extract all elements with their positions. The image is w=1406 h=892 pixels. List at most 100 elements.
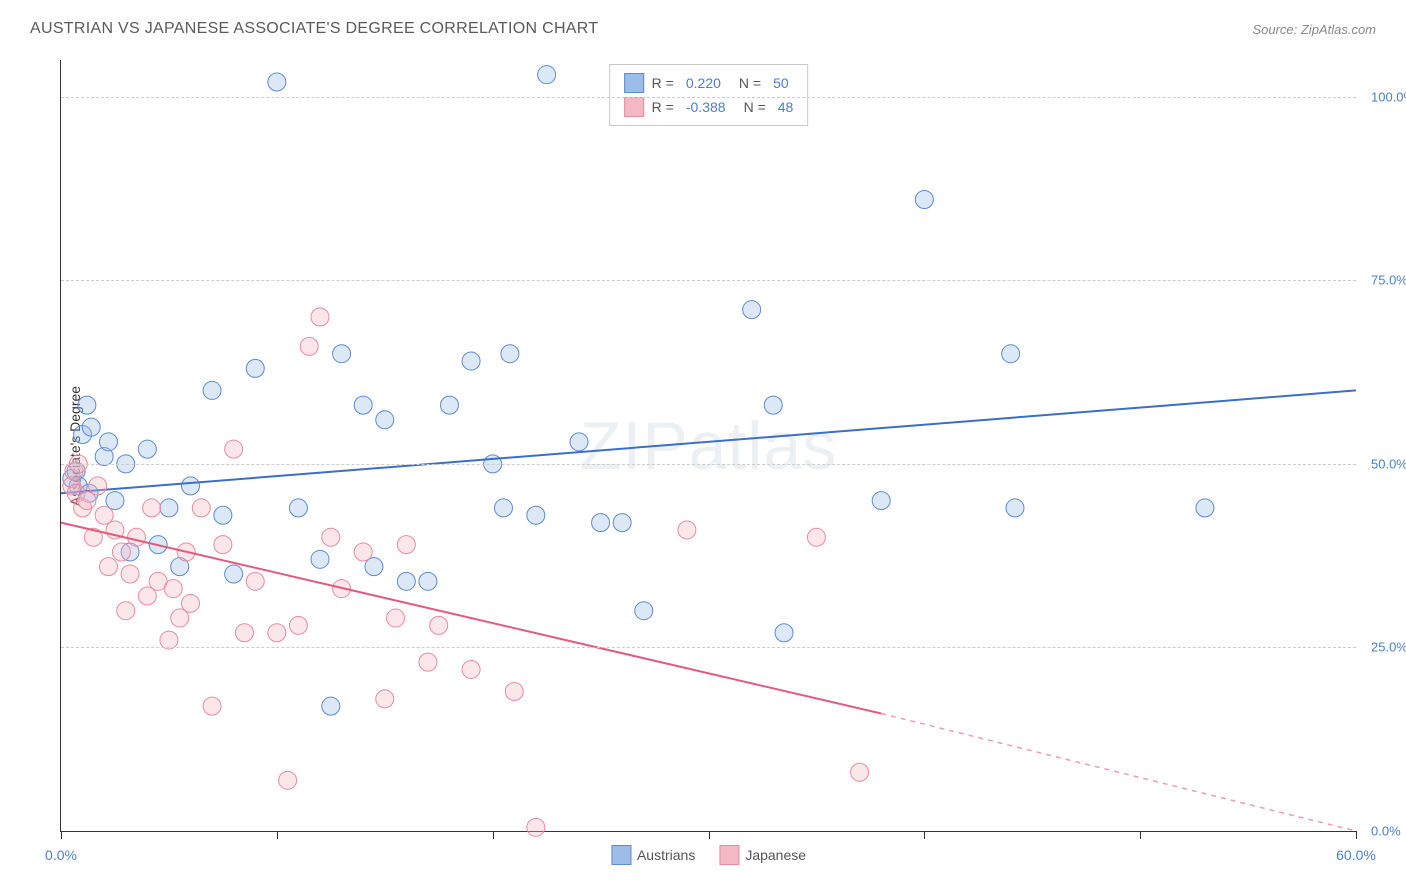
scatter-point xyxy=(99,558,117,576)
scatter-point xyxy=(78,492,96,510)
scatter-point xyxy=(95,506,113,524)
title-bar: AUSTRIAN VS JAPANESE ASSOCIATE'S DEGREE … xyxy=(30,20,1376,38)
scatter-point xyxy=(300,337,318,355)
scatter-point xyxy=(225,565,243,583)
series-swatch-austrian xyxy=(611,845,631,865)
legend-n-label-2: N = xyxy=(744,95,766,119)
scatter-point xyxy=(99,433,117,451)
scatter-point xyxy=(106,492,124,510)
scatter-point xyxy=(235,624,253,642)
scatter-point xyxy=(387,609,405,627)
scatter-point xyxy=(397,572,415,590)
y-tick-label: 75.0% xyxy=(1361,273,1406,288)
scatter-point xyxy=(112,543,130,561)
series-legend-japanese: Japanese xyxy=(719,845,806,865)
scatter-point xyxy=(1002,345,1020,363)
x-tick xyxy=(61,831,62,839)
scatter-point xyxy=(1196,499,1214,517)
legend-r-label-2: R = xyxy=(652,95,674,119)
scatter-point xyxy=(311,550,329,568)
scatter-point xyxy=(82,418,100,436)
scatter-point xyxy=(121,565,139,583)
plot-area: ZIPatlas R = 0.220 N = 50 R = -0.388 N =… xyxy=(60,60,1356,832)
y-tick-label: 100.0% xyxy=(1361,89,1406,104)
scatter-point xyxy=(397,536,415,554)
chart-container: AUSTRIAN VS JAPANESE ASSOCIATE'S DEGREE … xyxy=(0,0,1406,892)
legend-r-austrian: 0.220 xyxy=(686,71,721,95)
scatter-point xyxy=(592,514,610,532)
legend-n-japanese: 48 xyxy=(778,95,794,119)
scatter-point xyxy=(192,499,210,517)
legend-swatch-austrian xyxy=(624,73,644,93)
scatter-point xyxy=(117,602,135,620)
scatter-point xyxy=(246,359,264,377)
y-tick-label: 0.0% xyxy=(1361,824,1401,839)
scatter-point xyxy=(322,528,340,546)
trend-line-dashed xyxy=(881,714,1356,831)
scatter-point xyxy=(268,73,286,91)
legend-swatch-japanese xyxy=(624,97,644,117)
scatter-point xyxy=(501,345,519,363)
x-tick-label-end: 60.0% xyxy=(1336,847,1376,863)
scatter-point xyxy=(764,396,782,414)
scatter-point xyxy=(322,697,340,715)
legend-n-austrian: 50 xyxy=(773,71,789,95)
source-attribution: Source: ZipAtlas.com xyxy=(1252,22,1376,37)
scatter-point xyxy=(164,580,182,598)
series-legend: Austrians Japanese xyxy=(611,845,806,865)
scatter-point xyxy=(743,301,761,319)
scatter-point xyxy=(182,594,200,612)
scatter-point xyxy=(333,345,351,363)
chart-title: AUSTRIAN VS JAPANESE ASSOCIATE'S DEGREE … xyxy=(30,20,598,38)
scatter-point xyxy=(527,506,545,524)
scatter-point xyxy=(279,771,297,789)
stats-legend: R = 0.220 N = 50 R = -0.388 N = 48 xyxy=(609,64,809,126)
x-tick xyxy=(277,831,278,839)
scatter-point xyxy=(678,521,696,539)
scatter-point xyxy=(143,499,161,517)
legend-n-label: N = xyxy=(739,71,761,95)
scatter-point xyxy=(78,396,96,414)
scatter-point xyxy=(505,682,523,700)
scatter-point xyxy=(365,558,383,576)
scatter-point xyxy=(538,66,556,84)
gridline-h xyxy=(61,280,1356,281)
scatter-point xyxy=(214,536,232,554)
scatter-point xyxy=(851,763,869,781)
scatter-point xyxy=(419,572,437,590)
scatter-point xyxy=(872,492,890,510)
stats-legend-row-japanese: R = -0.388 N = 48 xyxy=(624,95,794,119)
scatter-point xyxy=(268,624,286,642)
scatter-point xyxy=(419,653,437,671)
scatter-point xyxy=(171,609,189,627)
x-tick-label-start: 0.0% xyxy=(45,847,77,863)
trend-line xyxy=(61,390,1356,493)
gridline-h xyxy=(61,647,1356,648)
scatter-point xyxy=(160,631,178,649)
legend-r-japanese: -0.388 xyxy=(686,95,726,119)
series-swatch-japanese xyxy=(719,845,739,865)
scatter-point xyxy=(182,477,200,495)
scatter-point xyxy=(462,660,480,678)
scatter-point xyxy=(915,191,933,209)
scatter-point xyxy=(376,690,394,708)
scatter-point xyxy=(430,616,448,634)
scatter-point xyxy=(1006,499,1024,517)
scatter-point xyxy=(441,396,459,414)
scatter-point xyxy=(807,528,825,546)
scatter-point xyxy=(128,528,146,546)
scatter-point xyxy=(246,572,264,590)
gridline-h xyxy=(61,464,1356,465)
scatter-point xyxy=(527,818,545,836)
plot-svg xyxy=(61,60,1356,831)
scatter-point xyxy=(289,499,307,517)
series-label-austrian: Austrians xyxy=(637,847,695,863)
x-tick xyxy=(1356,831,1357,839)
x-tick xyxy=(924,831,925,839)
legend-r-label: R = xyxy=(652,71,674,95)
stats-legend-row-austrian: R = 0.220 N = 50 xyxy=(624,71,794,95)
scatter-point xyxy=(775,624,793,642)
scatter-point xyxy=(138,587,156,605)
scatter-point xyxy=(203,381,221,399)
scatter-point xyxy=(311,308,329,326)
